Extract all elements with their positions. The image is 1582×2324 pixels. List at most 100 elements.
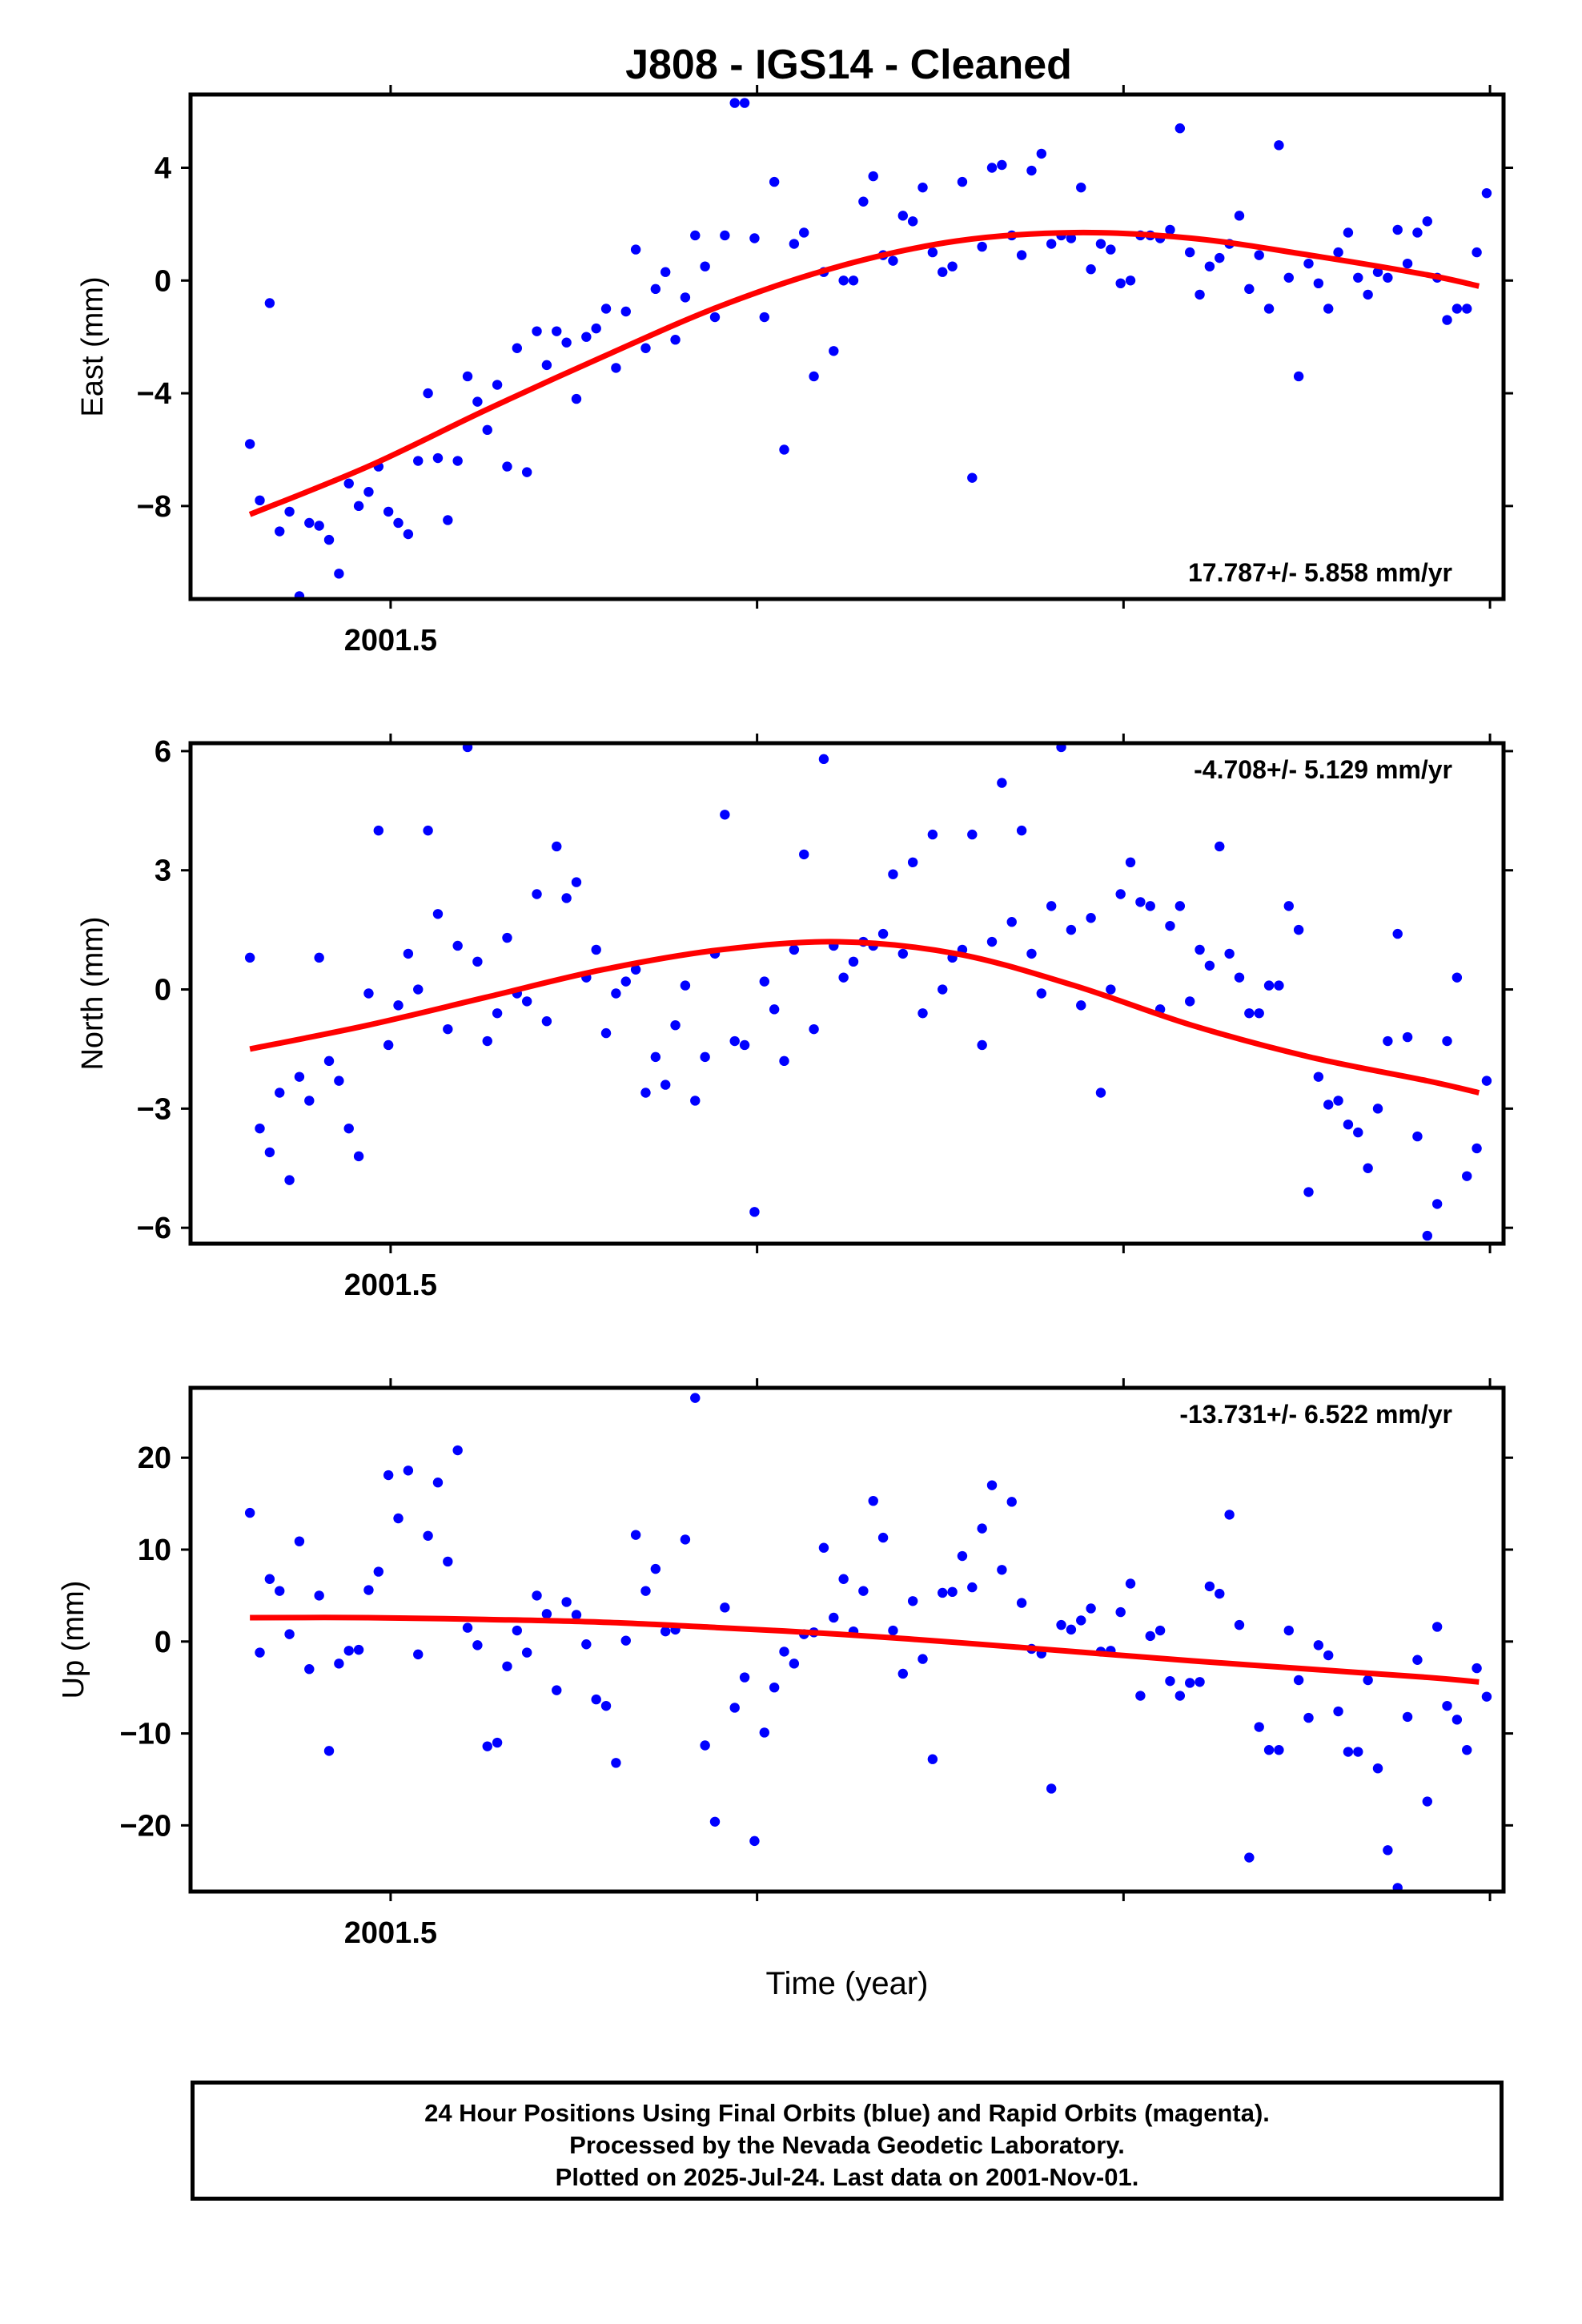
data-point xyxy=(561,1597,572,1607)
footer-line-3: Plotted on 2025-Jul-24. Last data on 200… xyxy=(555,2163,1139,2191)
data-point xyxy=(1125,275,1136,286)
data-point xyxy=(363,988,374,999)
velocity-rate-label: -4.708+/- 5.129 mm/yr xyxy=(1194,755,1452,784)
data-point xyxy=(571,1610,582,1620)
data-point xyxy=(1392,224,1403,235)
data-point xyxy=(1036,988,1047,999)
data-point xyxy=(1402,1031,1413,1043)
data-point xyxy=(1056,743,1066,753)
data-point xyxy=(809,1023,819,1035)
data-point xyxy=(403,529,414,540)
y-tick-label: −6 xyxy=(137,1212,171,1245)
data-point xyxy=(1174,901,1186,911)
y-tick-label: −4 xyxy=(137,377,171,411)
data-point xyxy=(709,1816,721,1827)
data-point xyxy=(1481,187,1492,199)
data-point xyxy=(1313,1072,1324,1082)
data-point xyxy=(650,1051,661,1063)
data-point xyxy=(353,1644,364,1655)
data-point xyxy=(986,163,998,173)
data-point xyxy=(492,1008,503,1019)
data-point xyxy=(729,1703,740,1713)
data-point xyxy=(779,444,789,455)
data-point xyxy=(769,1682,780,1693)
data-point xyxy=(1452,972,1463,983)
data-point xyxy=(630,244,641,255)
data-point xyxy=(1215,841,1225,852)
data-point xyxy=(640,343,651,353)
data-point xyxy=(323,534,335,545)
data-point xyxy=(759,312,769,323)
data-point xyxy=(403,1466,414,1476)
data-point xyxy=(492,1737,503,1748)
data-point xyxy=(1274,140,1284,151)
data-point xyxy=(1274,980,1284,991)
data-point xyxy=(1283,272,1294,283)
data-point xyxy=(472,956,483,967)
data-point xyxy=(591,1694,601,1705)
data-point xyxy=(1254,1008,1264,1019)
data-point xyxy=(661,1080,671,1090)
data-point xyxy=(571,393,582,404)
footer-line-2: Processed by the Nevada Geodetic Laborat… xyxy=(569,2131,1125,2159)
panel-east: 2001.5 −8 −4 0 4 East (mm) 17.787+/- 5.858 mm/… xyxy=(76,85,1513,657)
data-point xyxy=(502,932,512,943)
data-point xyxy=(868,171,878,182)
data-point xyxy=(611,363,621,373)
data-point xyxy=(1422,216,1432,227)
data-point xyxy=(323,1746,335,1756)
footer-line-1: 24 Hour Positions Using Final Orbits (bl… xyxy=(424,2099,1270,2127)
footer-caption-box: 24 Hour Positions Using Final Orbits (bl… xyxy=(191,2081,1504,2201)
data-point xyxy=(977,241,987,252)
fit-curve xyxy=(250,1614,1480,1685)
data-point xyxy=(1402,258,1413,269)
data-point xyxy=(967,472,978,483)
data-point xyxy=(888,255,898,266)
data-point xyxy=(938,984,948,995)
data-point xyxy=(1263,304,1275,314)
data-point xyxy=(1046,239,1057,249)
data-point xyxy=(1442,315,1452,325)
data-point xyxy=(255,495,265,506)
data-point xyxy=(1323,1650,1334,1661)
data-point xyxy=(1392,1883,1403,1892)
data-point xyxy=(1076,1615,1086,1626)
data-point xyxy=(907,216,918,227)
data-point xyxy=(521,996,532,1007)
y-tick-label: −8 xyxy=(137,490,171,524)
data-point xyxy=(413,984,424,995)
data-point xyxy=(620,976,631,987)
data-point xyxy=(661,267,671,277)
data-point xyxy=(244,1507,255,1518)
data-point xyxy=(1195,1677,1205,1687)
data-point xyxy=(284,506,295,517)
data-point xyxy=(284,1175,295,1185)
data-point xyxy=(848,275,859,286)
data-point xyxy=(957,1550,968,1562)
data-point xyxy=(482,1035,492,1047)
data-point xyxy=(1353,1747,1363,1757)
data-point xyxy=(343,1646,354,1656)
data-point xyxy=(432,1478,444,1488)
data-point xyxy=(611,988,621,999)
data-point xyxy=(779,1647,789,1657)
data-point xyxy=(413,456,424,466)
data-point xyxy=(1383,272,1393,283)
y-tick-label: 20 xyxy=(138,1441,171,1475)
data-point xyxy=(521,1647,532,1658)
data-point xyxy=(363,1585,374,1595)
data-point xyxy=(552,841,562,852)
data-point xyxy=(690,1096,701,1106)
data-point xyxy=(1145,1630,1155,1642)
data-point xyxy=(591,944,601,955)
data-point xyxy=(997,159,1007,171)
y-axis-label: Up (mm) xyxy=(57,1581,90,1699)
data-point xyxy=(452,1445,463,1456)
data-point xyxy=(799,849,809,860)
x-tick-label: 2001.5 xyxy=(344,624,437,657)
data-point xyxy=(423,1530,433,1541)
data-point xyxy=(423,825,433,836)
data-point xyxy=(443,515,453,525)
data-point xyxy=(1313,1640,1324,1651)
data-point xyxy=(512,1625,523,1636)
